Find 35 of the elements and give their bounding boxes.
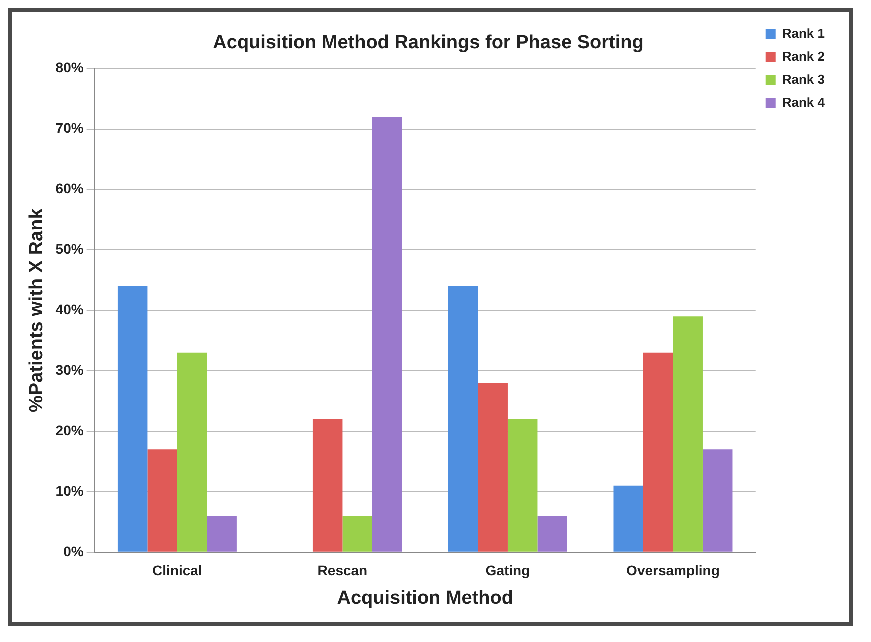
y-tick-label: 80% [56, 60, 84, 76]
y-tick-label: 10% [56, 482, 84, 499]
bar [118, 286, 148, 552]
legend-label: Rank 2 [782, 49, 826, 64]
x-tick-label: Rescan [318, 562, 368, 579]
y-tick-label: 70% [56, 120, 84, 136]
x-axis-title: Acquisition Method [337, 588, 514, 609]
bar [312, 419, 343, 552]
y-tick-label: 0% [64, 543, 84, 560]
y-tick-label: 60% [56, 180, 84, 197]
legend-label: Rank 4 [782, 95, 826, 110]
bar [614, 486, 644, 552]
bar [372, 117, 402, 552]
bar [207, 516, 237, 552]
bar [702, 450, 733, 552]
chart-title: Acquisition Method Rankings for Phase Sorting [213, 32, 644, 54]
bar [643, 352, 674, 552]
x-tick-label: Oversampling [626, 562, 720, 579]
legend-label: Rank 3 [782, 72, 826, 88]
bar [478, 383, 508, 552]
bar [342, 516, 372, 552]
bar [508, 419, 538, 552]
bar [177, 352, 208, 552]
y-axis-title: %Patients with X Rank [26, 208, 48, 412]
x-tick-label: Clinical [152, 562, 202, 579]
bar [448, 286, 478, 552]
legend-label: Rank 1 [782, 26, 826, 42]
y-tick-label: 30% [56, 362, 84, 378]
bar [538, 516, 568, 552]
bar [673, 316, 703, 552]
y-tick-label: 20% [56, 422, 84, 438]
x-tick-label: Gating [486, 562, 530, 579]
bar [148, 450, 178, 552]
y-tick-label: 50% [56, 241, 84, 258]
y-tick-label: 40% [56, 301, 84, 318]
